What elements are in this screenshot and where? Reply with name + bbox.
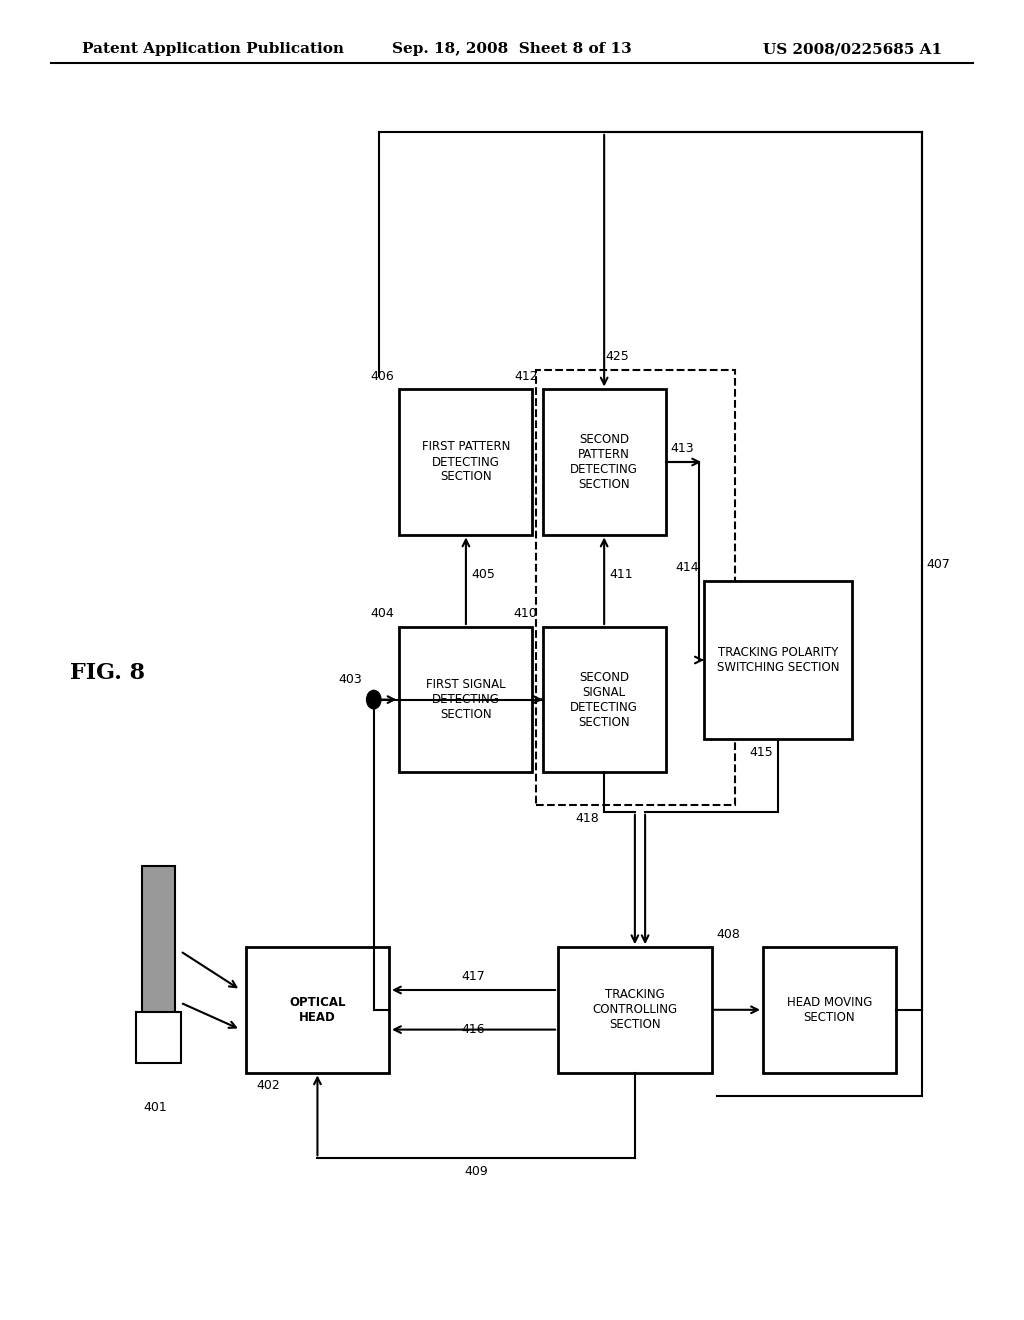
Text: 414: 414 xyxy=(675,561,698,574)
Text: 408: 408 xyxy=(717,928,740,940)
Text: 411: 411 xyxy=(609,568,633,581)
Text: 418: 418 xyxy=(575,812,599,825)
Text: 416: 416 xyxy=(462,1023,485,1036)
Bar xyxy=(399,627,532,772)
Bar xyxy=(142,866,175,1038)
Text: 407: 407 xyxy=(927,558,950,570)
Text: TRACKING
CONTROLLING
SECTION: TRACKING CONTROLLING SECTION xyxy=(592,989,678,1031)
Bar xyxy=(558,948,712,1072)
Text: 405: 405 xyxy=(471,568,495,581)
Circle shape xyxy=(367,690,381,709)
Text: US 2008/0225685 A1: US 2008/0225685 A1 xyxy=(763,42,942,57)
Text: SECOND
PATTERN
DETECTING
SECTION: SECOND PATTERN DETECTING SECTION xyxy=(570,433,638,491)
Bar xyxy=(543,389,666,535)
Text: 413: 413 xyxy=(671,442,694,455)
Bar xyxy=(536,370,735,805)
Bar xyxy=(705,581,852,739)
Text: FIRST SIGNAL
DETECTING
SECTION: FIRST SIGNAL DETECTING SECTION xyxy=(426,678,506,721)
Text: 406: 406 xyxy=(371,370,394,383)
Text: 412: 412 xyxy=(514,370,538,383)
Text: 417: 417 xyxy=(462,970,485,983)
Bar xyxy=(399,389,532,535)
Text: 415: 415 xyxy=(750,746,773,759)
Text: FIRST PATTERN
DETECTING
SECTION: FIRST PATTERN DETECTING SECTION xyxy=(422,441,510,483)
Text: Patent Application Publication: Patent Application Publication xyxy=(82,42,344,57)
Bar xyxy=(136,1012,181,1063)
Text: FIG. 8: FIG. 8 xyxy=(70,663,145,684)
Text: 402: 402 xyxy=(256,1080,280,1093)
Bar xyxy=(543,627,666,772)
Text: TRACKING POLARITY
SWITCHING SECTION: TRACKING POLARITY SWITCHING SECTION xyxy=(717,645,840,675)
Text: 404: 404 xyxy=(371,607,394,620)
Text: 403: 403 xyxy=(338,673,361,686)
Bar xyxy=(246,948,389,1072)
Text: 401: 401 xyxy=(143,1101,167,1114)
Text: SECOND
SIGNAL
DETECTING
SECTION: SECOND SIGNAL DETECTING SECTION xyxy=(570,671,638,729)
Text: HEAD MOVING
SECTION: HEAD MOVING SECTION xyxy=(786,995,872,1024)
Text: 425: 425 xyxy=(605,350,629,363)
Text: 409: 409 xyxy=(464,1166,488,1177)
Text: Sep. 18, 2008  Sheet 8 of 13: Sep. 18, 2008 Sheet 8 of 13 xyxy=(392,42,632,57)
Text: OPTICAL
HEAD: OPTICAL HEAD xyxy=(289,995,346,1024)
Text: 410: 410 xyxy=(514,607,538,620)
Bar xyxy=(763,948,896,1072)
